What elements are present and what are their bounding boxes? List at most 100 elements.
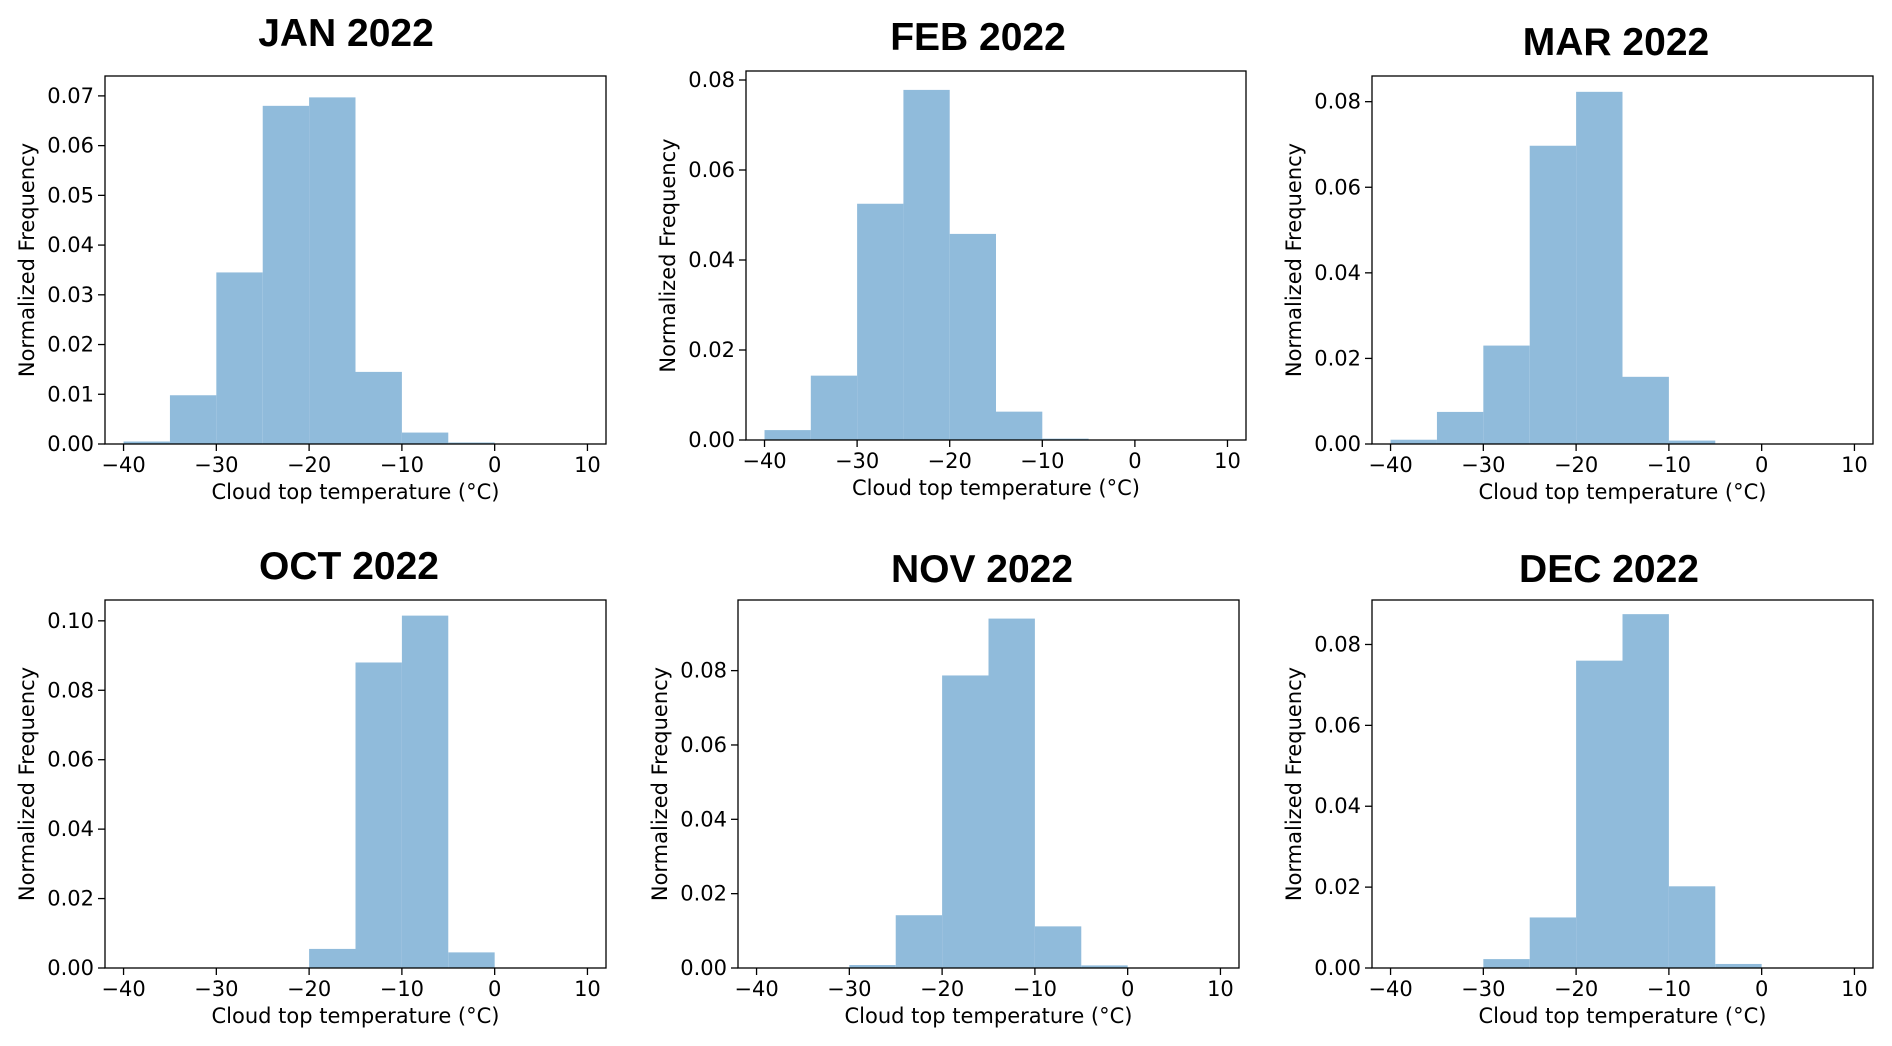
x-tick-label: 0 (1755, 977, 1768, 1001)
histogram-bar (1483, 959, 1530, 968)
x-tick-label: 10 (1841, 977, 1868, 1001)
histogram-bar (1715, 963, 1762, 968)
panel-title: OCT 2022 (259, 545, 439, 588)
x-tick-label: −40 (1368, 453, 1412, 477)
y-tick-label: 0.08 (1314, 90, 1361, 114)
histogram-bar (1034, 926, 1082, 968)
y-axis-label: Normalized Frequency (1282, 667, 1306, 901)
panel-title: NOV 2022 (891, 548, 1073, 591)
x-tick-label: −20 (287, 977, 331, 1001)
y-axis-label: Normalized Frequency (1282, 143, 1306, 377)
histogram-bar (1390, 439, 1437, 444)
x-tick-label: 0 (1755, 453, 1768, 477)
histogram-bar (857, 203, 904, 440)
y-tick-label: 0.01 (47, 382, 94, 406)
y-tick-label: 0.06 (47, 134, 94, 158)
y-tick-label: 0.08 (688, 68, 735, 92)
histogram-bar (1576, 660, 1623, 968)
y-tick-label: 0.04 (47, 817, 94, 841)
histogram-panel: JAN 2022 −40 −30 −20 −10 0 10 0.00 0.01 0.02 0.03 0… (15, 12, 607, 504)
panel-title: DEC 2022 (1519, 548, 1699, 591)
histogram-bar (401, 615, 449, 968)
histogram-bar (1483, 345, 1530, 444)
x-tick-label: −30 (827, 977, 871, 1001)
histogram-bar (1668, 440, 1716, 444)
histogram-bar (1622, 614, 1669, 968)
x-tick-label: 10 (1207, 977, 1234, 1001)
x-tick-label: −10 (1013, 977, 1057, 1001)
y-axis-label: Normalized Frequency (15, 667, 39, 901)
y-tick-label: 0.00 (1314, 956, 1361, 980)
histogram-bar (849, 965, 896, 968)
x-tick-label: −20 (1554, 977, 1598, 1001)
histogram-bar (810, 375, 858, 440)
x-tick-label: −20 (287, 453, 331, 477)
y-tick-label: 0.06 (680, 733, 727, 757)
x-tick-label: −10 (1647, 453, 1691, 477)
histogram-bar (309, 97, 356, 444)
y-tick-label: 0.04 (1314, 261, 1361, 285)
x-axis-label: Cloud top temperature (°C) (1479, 480, 1767, 504)
histogram-bar (942, 675, 989, 968)
x-tick-label: 10 (1841, 453, 1868, 477)
y-tick-label: 0.00 (1314, 432, 1361, 456)
histogram-bar (123, 441, 170, 444)
histogram-panel: FEB 2022 −40 −30 −20 −10 0 10 0.00 0.02 0.04 0.06 0… (656, 16, 1247, 500)
x-tick-label: −40 (101, 453, 145, 477)
y-tick-label: 0.05 (47, 183, 94, 207)
x-tick-label: −10 (380, 977, 424, 1001)
x-axis-label: Cloud top temperature (°C) (212, 1004, 500, 1028)
y-tick-label: 0.06 (47, 748, 94, 772)
y-tick-label: 0.06 (1314, 175, 1361, 199)
x-tick-label: −40 (734, 977, 778, 1001)
axes-frame (1371, 599, 1874, 969)
histogram-bar (1668, 886, 1716, 968)
histogram-bar (996, 411, 1043, 440)
x-tick-label: 0 (488, 453, 501, 477)
histogram-bar (1529, 917, 1577, 968)
y-axis-label: Normalized Frequency (648, 667, 672, 901)
x-tick-label: −40 (742, 449, 786, 473)
y-tick-label: 0.04 (47, 233, 94, 257)
histogram-bar (355, 662, 402, 968)
x-tick-label: −30 (194, 453, 238, 477)
y-tick-label: 0.02 (688, 338, 735, 362)
x-tick-label: 10 (574, 453, 601, 477)
x-tick-label: −30 (194, 977, 238, 1001)
y-tick-label: 0.10 (47, 609, 94, 633)
x-tick-label: 0 (1121, 977, 1134, 1001)
y-tick-label: 0.08 (47, 678, 94, 702)
x-tick-label: 10 (574, 977, 601, 1001)
axes-frame (737, 599, 1240, 969)
x-tick-label: 0 (488, 977, 501, 1001)
x-tick-label: −30 (1461, 977, 1505, 1001)
x-axis-label: Cloud top temperature (°C) (212, 480, 500, 504)
y-tick-label: 0.02 (47, 887, 94, 911)
y-tick-label: 0.00 (688, 428, 735, 452)
y-tick-label: 0.03 (47, 283, 94, 307)
histogram-panel: DEC 2022 −40 −30 −20 −10 0 10 0.00 0.02 0.04 0.06 0… (1282, 548, 1874, 1028)
histogram-panel: OCT 2022 −40 −30 −20 −10 0 10 0.00 0.02 0.04 0.06 0… (15, 545, 607, 1028)
histogram-panel: NOV 2022 −40 −30 −20 −10 0 10 0.00 0.02 0.04 0.06 0… (648, 548, 1240, 1028)
y-tick-label: 0.04 (688, 248, 735, 272)
x-tick-label: −40 (101, 977, 145, 1001)
histogram-bar (949, 233, 996, 440)
histogram-bar (401, 432, 449, 444)
x-tick-label: −10 (380, 453, 424, 477)
y-tick-label: 0.00 (47, 432, 94, 456)
y-tick-label: 0.02 (1314, 875, 1361, 899)
y-tick-label: 0.00 (680, 956, 727, 980)
x-tick-label: −20 (928, 449, 972, 473)
histogram-bar (764, 430, 811, 440)
histogram-bar (903, 89, 950, 441)
y-tick-label: 0.02 (1314, 346, 1361, 370)
x-tick-label: −30 (1461, 453, 1505, 477)
x-tick-label: −10 (1020, 449, 1064, 473)
x-axis-label: Cloud top temperature (°C) (1479, 1004, 1767, 1028)
histogram-bar (1042, 438, 1089, 440)
histogram-bar (262, 105, 310, 444)
panel-title: JAN 2022 (258, 12, 434, 55)
x-tick-label: 0 (1128, 449, 1141, 473)
histogram-bar (448, 442, 495, 444)
